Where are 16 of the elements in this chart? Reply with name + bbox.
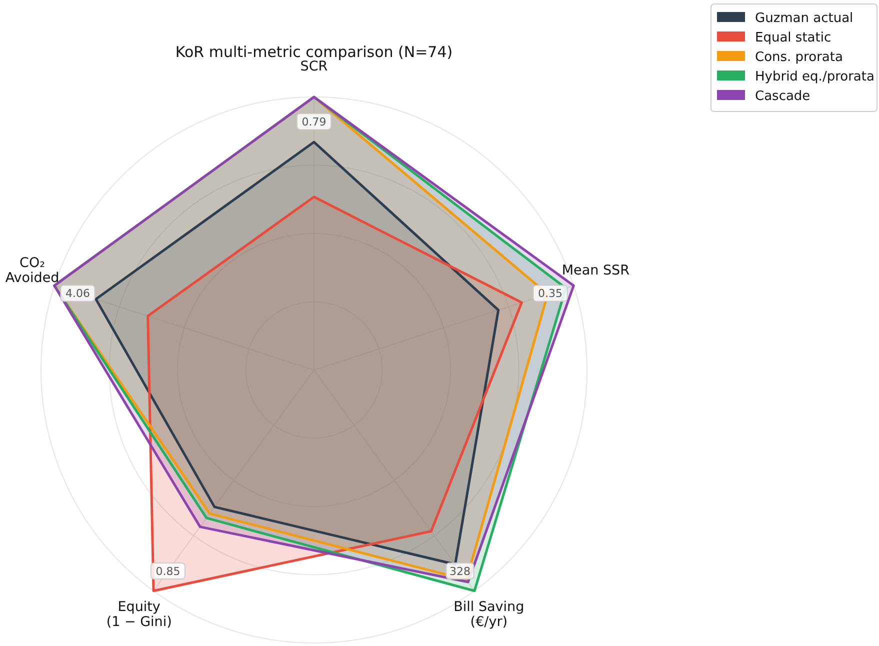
spoke-label: Mean SSR — [562, 262, 630, 278]
legend-label: Hybrid eq./prorata — [755, 70, 874, 84]
text: 328 — [450, 564, 471, 578]
text: 4.06 — [65, 287, 90, 300]
legend-label: Equal static — [755, 30, 832, 46]
legend-label: Cascade — [755, 89, 810, 104]
text: KoR multi-metric comparison (N=74) — [175, 43, 453, 61]
text: 0.35 — [538, 287, 563, 300]
spoke-label: Bill Saving (€/yr) — [454, 599, 524, 630]
text: 0.85 — [156, 564, 180, 578]
text: 0.79 — [302, 116, 326, 129]
spoke-label: CO₂ Avoided — [5, 254, 60, 286]
spoke-label: Equity (1 − Gini) — [106, 599, 172, 630]
legend-label: Cons. prorata — [755, 50, 843, 65]
spoke-label: SCR — [300, 58, 328, 74]
legend-label: Guzman actual — [755, 11, 854, 26]
